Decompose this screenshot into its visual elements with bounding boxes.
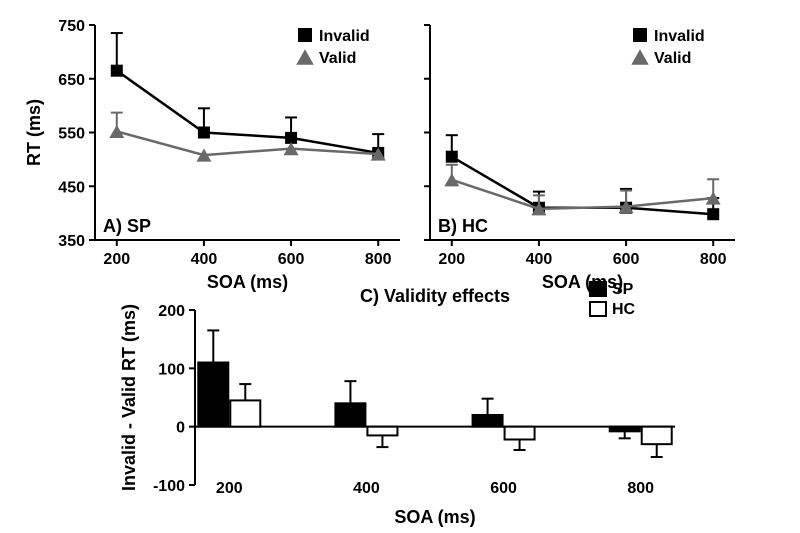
svg-text:SOA (ms): SOA (ms) xyxy=(207,272,288,292)
svg-text:Invalid - Valid RT (ms): Invalid - Valid RT (ms) xyxy=(119,304,139,491)
svg-text:200: 200 xyxy=(158,303,185,320)
svg-text:200: 200 xyxy=(438,251,465,268)
svg-text:600: 600 xyxy=(278,251,305,268)
svg-text:550: 550 xyxy=(58,126,85,143)
svg-text:800: 800 xyxy=(365,251,392,268)
svg-text:400: 400 xyxy=(526,251,553,268)
svg-text:SOA (ms): SOA (ms) xyxy=(394,507,475,527)
svg-text:RT (ms): RT (ms) xyxy=(24,99,44,166)
svg-text:750: 750 xyxy=(58,18,85,35)
svg-text:350: 350 xyxy=(58,233,85,250)
svg-text:SOA (ms): SOA (ms) xyxy=(542,272,623,292)
svg-text:200: 200 xyxy=(103,251,130,268)
svg-text:450: 450 xyxy=(58,179,85,196)
svg-text:650: 650 xyxy=(58,72,85,89)
svg-text:-100: -100 xyxy=(153,478,185,495)
svg-text:Valid: Valid xyxy=(654,50,691,67)
svg-text:400: 400 xyxy=(191,251,218,268)
svg-text:0: 0 xyxy=(176,420,185,437)
svg-text:800: 800 xyxy=(627,480,654,497)
svg-text:200: 200 xyxy=(216,480,243,497)
svg-text:100: 100 xyxy=(158,361,185,378)
svg-text:800: 800 xyxy=(700,251,727,268)
svg-text:600: 600 xyxy=(490,480,517,497)
svg-text:HC: HC xyxy=(612,301,636,318)
svg-text:C) Validity effects: C) Validity effects xyxy=(360,286,510,306)
svg-text:Invalid: Invalid xyxy=(654,28,705,45)
svg-text:A) SP: A) SP xyxy=(103,216,151,236)
svg-text:Valid: Valid xyxy=(319,50,356,67)
svg-text:B) HC: B) HC xyxy=(438,216,488,236)
svg-text:Invalid: Invalid xyxy=(319,28,370,45)
svg-text:400: 400 xyxy=(353,480,380,497)
svg-text:SP: SP xyxy=(612,281,634,298)
svg-text:600: 600 xyxy=(613,251,640,268)
